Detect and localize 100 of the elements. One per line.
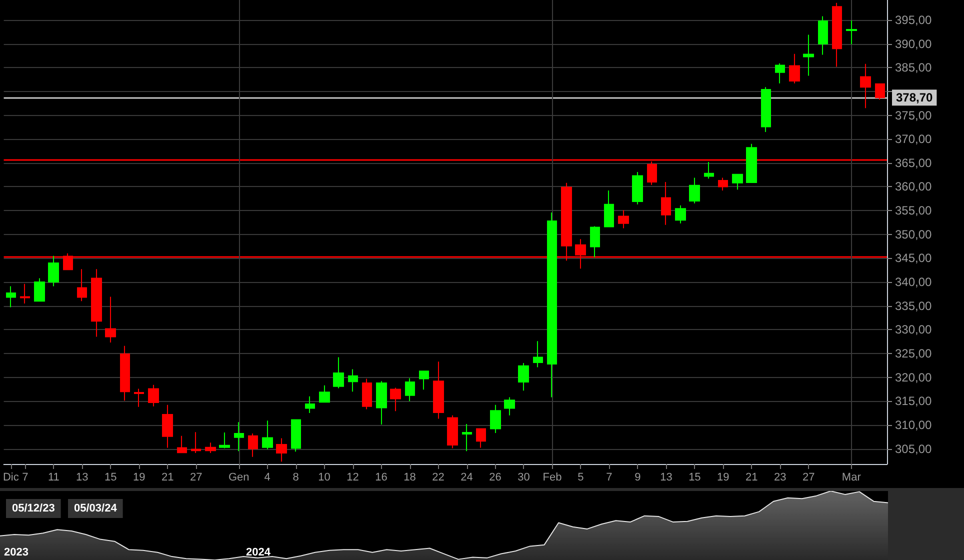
candlestick [348,368,358,392]
candlestick [447,414,458,449]
candlestick [148,384,159,407]
x-tick-label: 11 [48,472,60,484]
x-tick-label: 13 [76,472,88,484]
candlestick [134,388,144,408]
y-tick-label: 350,00 [895,227,932,242]
candlestick [234,422,244,452]
candlestick [590,226,600,258]
x-tick-label: 26 [489,472,502,484]
x-tick-label: 18 [404,472,416,484]
candlestick [860,63,871,109]
x-tick-label: 15 [688,472,701,484]
candlestick [219,432,230,449]
candlestick [775,62,785,84]
candlestick [177,435,187,454]
candlestick [262,420,273,450]
x-tick-label: 19 [132,472,146,484]
candlestick [162,404,173,448]
x-tick-label: 30 [518,472,530,484]
candlestick [632,171,643,205]
candlestick [789,53,800,84]
candlestick [91,268,102,338]
candlestick [105,296,116,344]
candlestick [419,370,429,390]
x-tick-label: 9 [634,472,641,484]
y-tick-label: 305,00 [895,442,932,456]
ref-line-label: 378,70 [896,90,934,105]
candlestick [832,2,842,68]
y-tick-label: 360,00 [895,180,932,194]
candlestick [276,438,287,462]
y-tick-label: 325,00 [895,346,932,360]
candlestick [205,442,216,454]
candlestick [846,20,857,45]
candlestick [618,210,629,229]
candlestick [803,34,814,76]
candlestick [476,428,486,448]
candlestick [504,396,515,416]
x-tick-label: 4 [264,472,270,484]
x-tick-label: 7 [606,472,612,484]
annotation: 2023 [4,546,28,558]
x-tick-label: 21 [161,472,174,484]
candlestick [248,433,258,458]
x-tick-label: Gen [228,472,250,484]
x-tick-label: 24 [460,472,473,484]
candlestick [34,278,45,302]
x-tick-label: 27 [190,472,202,484]
candlestick [490,404,501,434]
x-tick-label: 8 [292,472,299,484]
x-tick-label: 21 [746,472,758,484]
candlestick [405,378,415,402]
candlestick [6,286,16,308]
x-tick-label: Mar [842,472,862,484]
x-tick-label: 15 [104,472,117,484]
y-tick-label: 335,00 [895,298,932,313]
annotation: 05/12/23 [12,502,55,514]
annotation: 05/03/24 [74,502,118,514]
candlestick [661,181,671,226]
candlestick [362,378,372,410]
x-tick-label: 5 [578,472,584,484]
x-tick-label: 27 [802,472,815,484]
candlestick [875,83,885,100]
y-tick-label: 395,00 [895,13,932,28]
x-tick-label: Feb [542,472,562,484]
x-tick-label: 16 [375,472,388,484]
y-tick-label: 340,00 [895,275,932,290]
x-tick-label: 12 [346,472,359,484]
y-tick-label: 385,00 [895,60,932,75]
candlestick [376,380,387,425]
y-tick-label: 355,00 [895,204,932,218]
candlestick [604,190,614,228]
x-tick-label: 23 [774,472,786,484]
candlestick [20,283,30,304]
candlestick [433,361,444,420]
candlestick [291,419,301,452]
x-tick-label: 7 [22,472,28,484]
y-tick-label: 375,00 [895,108,932,122]
candlestick [305,396,315,414]
candlestick [390,387,401,412]
y-tick-label: 365,00 [895,156,932,170]
candlestick [533,340,543,368]
candlestick [333,356,344,389]
y-tick-label: 370,00 [895,132,932,146]
candlestick [746,143,757,183]
candlestick [462,423,472,452]
candlestick [761,86,771,132]
candlestick [319,384,330,403]
x-tick-label: 10 [318,472,330,484]
candlestick [191,432,201,454]
candlestick [689,177,700,204]
x-tick-label: Dic [2,472,20,484]
candlestick [675,204,686,224]
candlestick [718,177,728,192]
y-tick-label: 320,00 [895,370,932,384]
candlestick [120,345,130,402]
y-tick-label: 330,00 [895,322,932,337]
y-tick-label: 310,00 [895,418,932,432]
annotation: 2024 [246,546,272,558]
x-tick-label: 13 [660,472,672,484]
x-tick-label: 22 [432,472,444,484]
